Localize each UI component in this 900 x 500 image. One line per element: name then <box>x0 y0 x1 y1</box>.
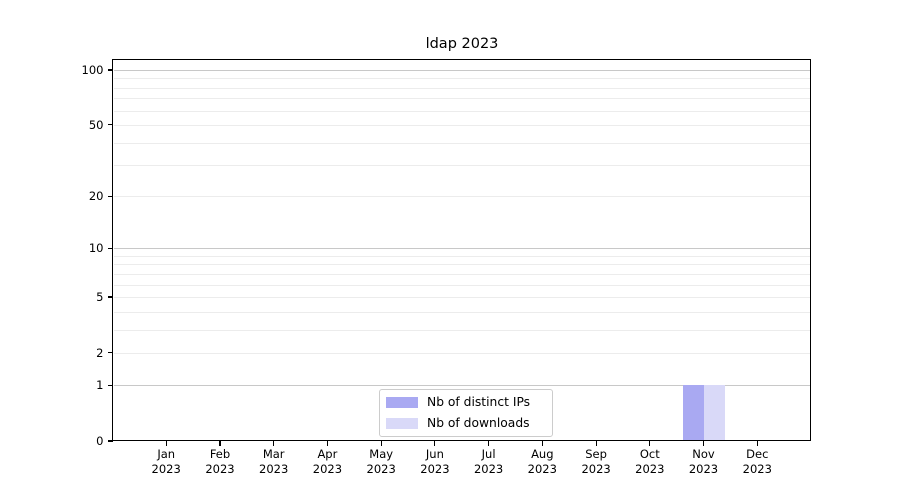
y-tick-mark <box>107 296 113 298</box>
gridline-minor <box>113 352 810 354</box>
gridline-minor <box>113 87 810 89</box>
gridline-minor <box>113 78 810 80</box>
gridline-minor <box>113 329 810 331</box>
y-tick-mark <box>107 69 113 71</box>
gridline-minor <box>113 110 810 112</box>
y-tick-label: 50 <box>88 117 104 132</box>
gridline-minor <box>113 311 810 313</box>
x-tick-label: Mar 2023 <box>259 447 289 476</box>
y-tick-label: 20 <box>88 189 104 204</box>
legend-item-downloads: Nb of downloads <box>386 417 546 430</box>
legend-label-distinct-ips: Nb of distinct IPs <box>427 395 531 409</box>
x-tick-label: Jan 2023 <box>151 447 181 476</box>
x-tick-mark <box>756 441 758 446</box>
x-tick-mark <box>595 441 597 446</box>
x-tick-mark <box>649 441 651 446</box>
x-tick-label: Apr 2023 <box>312 447 343 476</box>
gridline-minor <box>113 142 810 144</box>
gridline-minor <box>113 273 810 275</box>
x-tick-label: Feb 2023 <box>205 447 235 476</box>
legend-swatch-downloads <box>386 418 418 429</box>
gridline-minor <box>113 124 810 126</box>
y-tick-mark <box>107 124 113 126</box>
x-tick-mark <box>702 441 705 446</box>
y-tick-mark <box>107 384 113 386</box>
x-tick-label: Oct 2023 <box>635 447 665 476</box>
bar-nov-series0 <box>682 385 704 441</box>
gridline-minor <box>113 284 810 286</box>
y-tick-label: 1 <box>96 378 104 393</box>
bar-nov-series1 <box>703 385 725 441</box>
y-tick-mark <box>107 247 113 249</box>
x-tick-label: Jul 2023 <box>473 447 504 476</box>
y-tick-label: 100 <box>81 63 104 77</box>
x-tick-label: Aug 2023 <box>527 447 557 476</box>
x-tick-mark <box>488 441 490 446</box>
x-tick-mark <box>165 441 167 446</box>
x-tick-label: May 2023 <box>366 447 396 476</box>
x-tick-mark <box>219 441 221 446</box>
legend-item-distinct-ips: Nb of distinct IPs <box>386 396 546 409</box>
x-tick-label: Dec 2023 <box>742 447 772 476</box>
y-tick-mark <box>107 352 113 354</box>
x-tick-mark <box>380 441 382 446</box>
gridline-minor <box>113 98 810 100</box>
gridline-minor <box>113 255 810 257</box>
legend-label-downloads: Nb of downloads <box>427 416 530 430</box>
plot-area-border <box>112 59 811 441</box>
y-tick-label: 0 <box>96 434 104 448</box>
x-tick-label: Sep 2023 <box>581 447 611 476</box>
x-tick-label: Jun 2023 <box>420 447 450 476</box>
x-tick-label: Nov 2023 <box>688 447 719 476</box>
gridline-minor <box>113 264 810 266</box>
legend-swatch-distinct-ips <box>386 397 418 408</box>
x-tick-mark <box>541 441 543 446</box>
y-tick-mark <box>107 440 113 442</box>
legend: Nb of distinct IPs Nb of downloads <box>379 389 553 437</box>
y-tick-label: 10 <box>88 241 104 256</box>
y-tick-label: 2 <box>96 345 104 360</box>
gridline-minor <box>113 297 810 298</box>
gridline-minor <box>113 196 810 198</box>
gridline-major <box>113 70 810 71</box>
y-tick-mark <box>107 195 113 197</box>
x-tick-mark <box>434 441 436 446</box>
y-tick-label: 5 <box>96 290 104 304</box>
x-tick-mark <box>273 441 275 446</box>
x-tick-mark <box>326 441 328 446</box>
chart-title: ldap 2023 <box>425 36 499 52</box>
gridline-minor <box>113 164 810 166</box>
gridline-major <box>113 248 810 250</box>
gridline-major <box>113 385 810 387</box>
